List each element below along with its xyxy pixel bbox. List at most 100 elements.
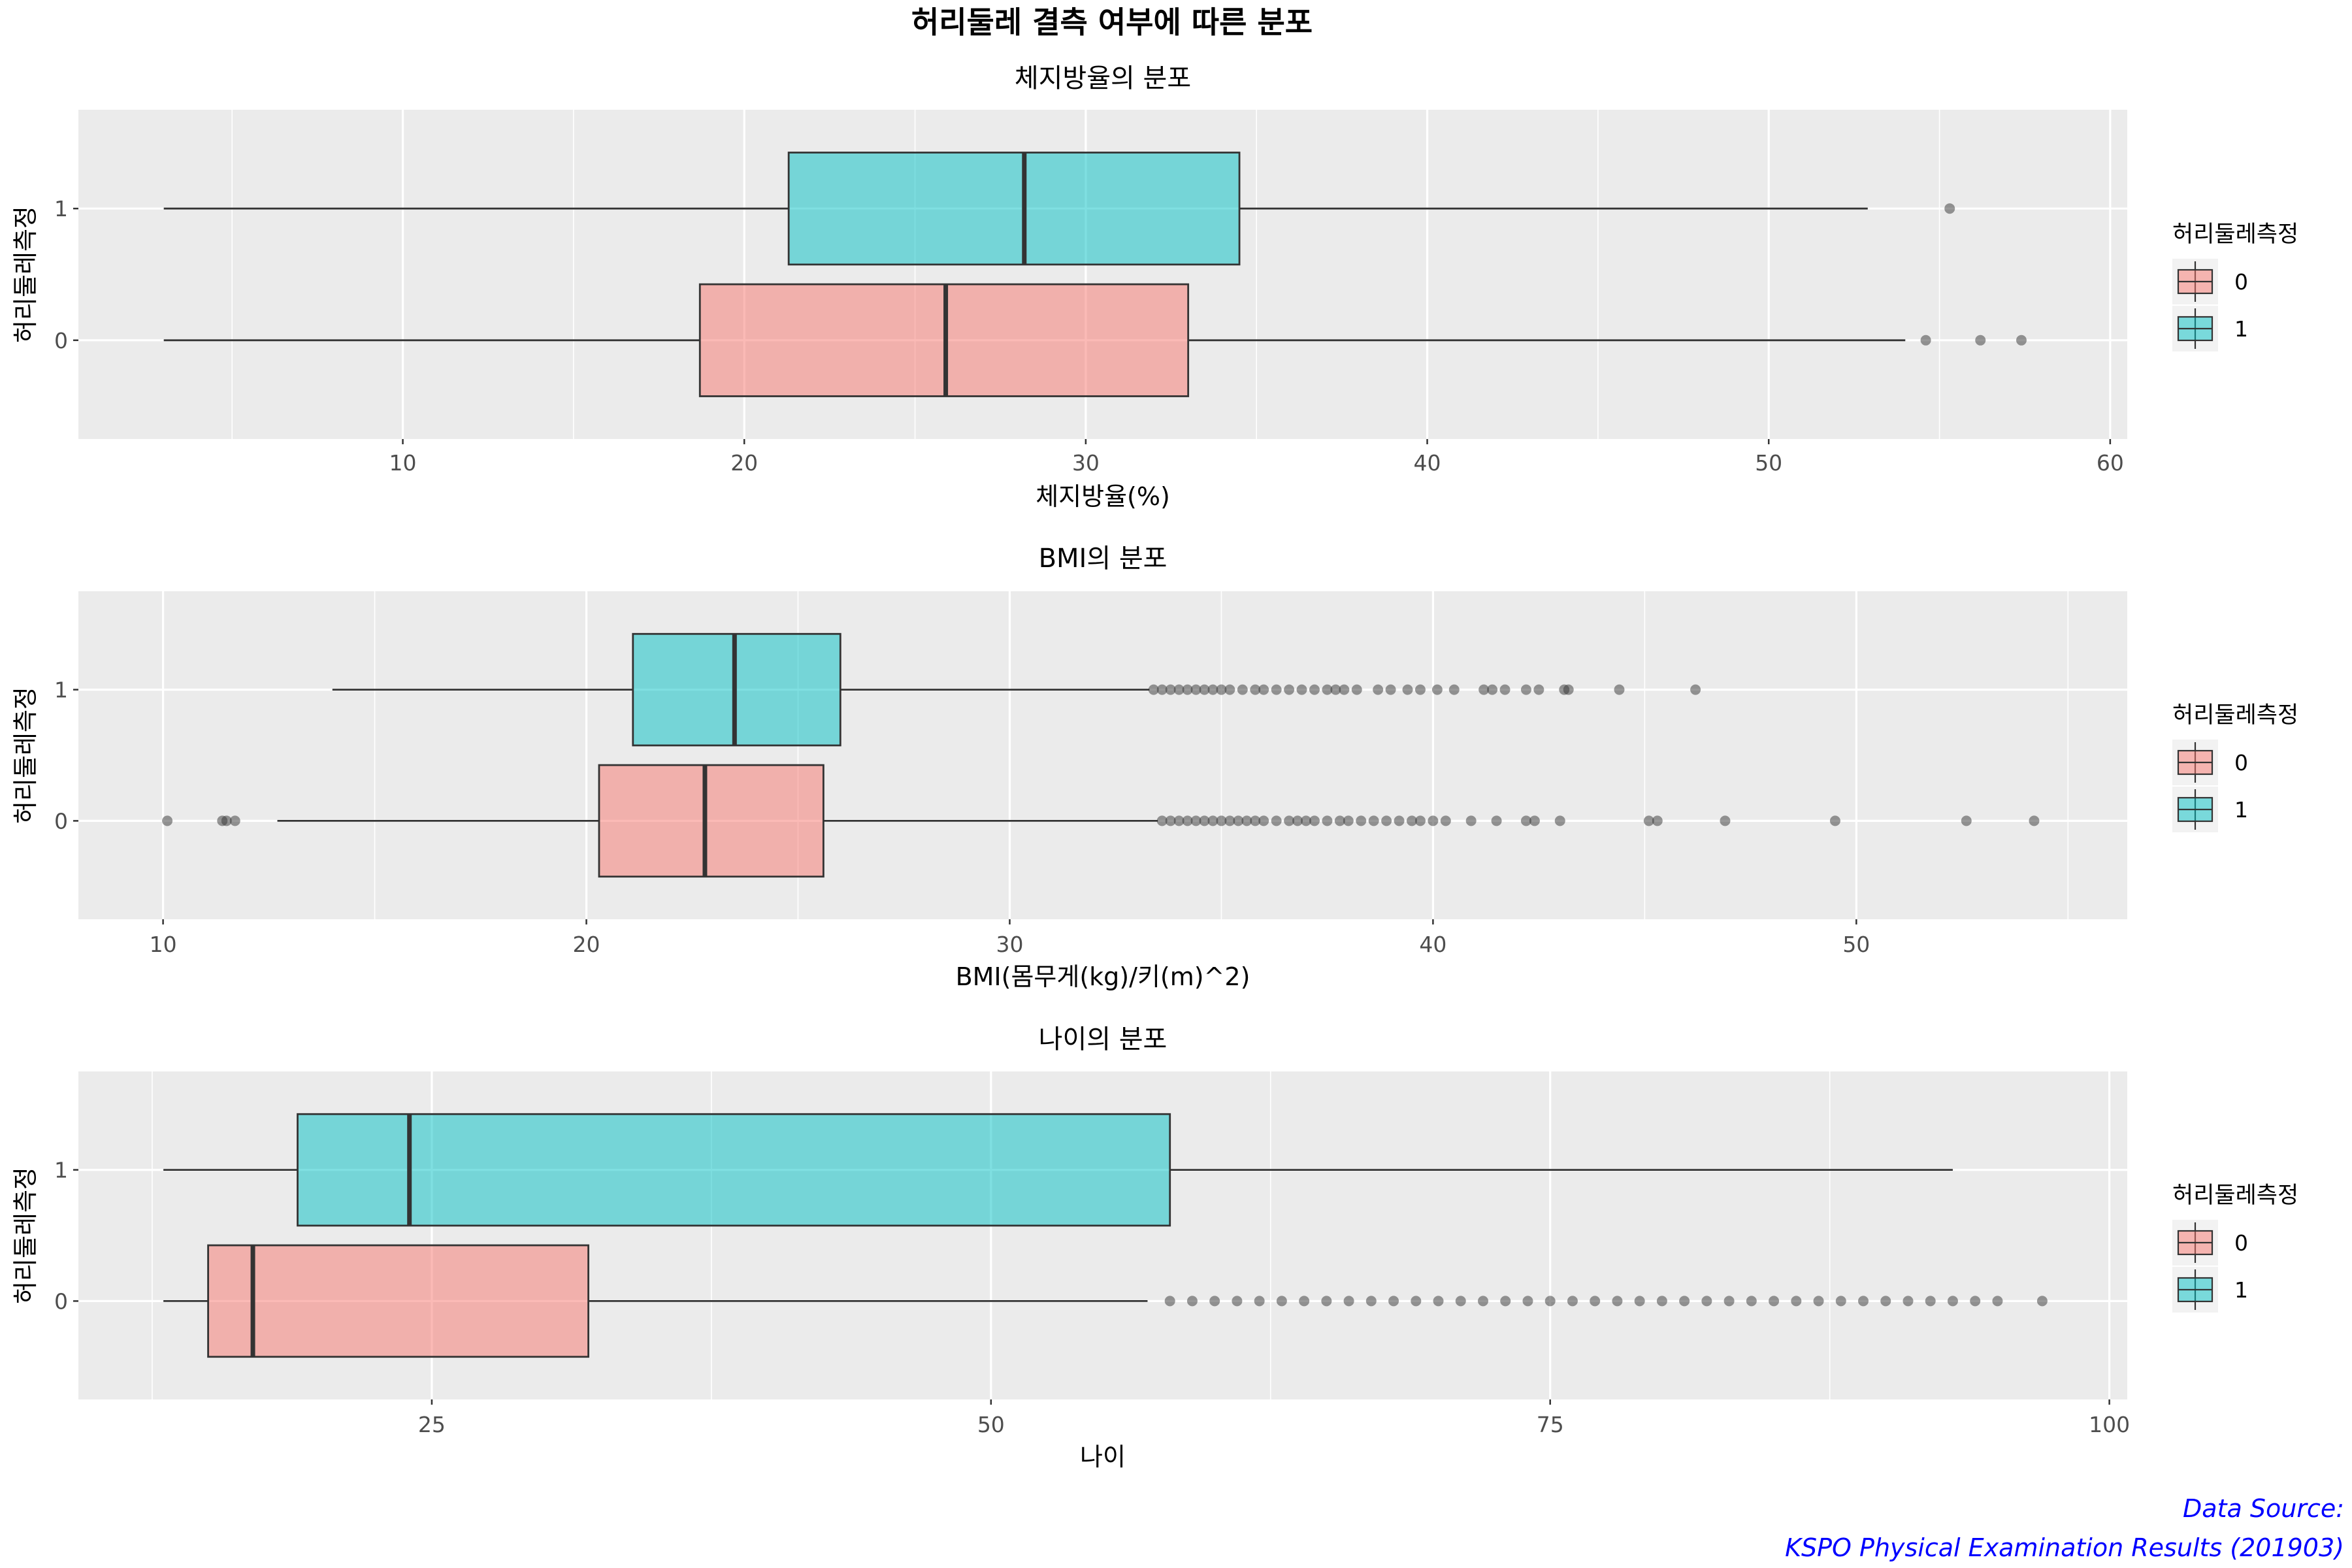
outlier-point xyxy=(162,815,173,826)
outlier-point xyxy=(1322,684,1333,695)
outlier-point xyxy=(1254,1296,1265,1307)
legend-entry-label: 0 xyxy=(2234,1230,2248,1256)
outlier-point xyxy=(1233,815,1244,826)
outlier-point xyxy=(1431,684,1443,695)
outlier-point xyxy=(1544,1296,1556,1307)
legend: 허리둘레측정 0 1 xyxy=(2172,702,2298,832)
panel-subtitle: BMI의 분포 xyxy=(1039,544,1168,574)
outlier-point xyxy=(1250,684,1261,695)
x-tick-label: 30 xyxy=(1072,450,1100,476)
outlier-point xyxy=(1165,815,1176,826)
x-tick-label: 40 xyxy=(1419,932,1446,957)
outlier-point xyxy=(1343,815,1354,826)
outlier-point xyxy=(1209,1296,1220,1307)
outlier-point xyxy=(1813,1296,1824,1307)
x-tick-label: 25 xyxy=(418,1412,446,1437)
outlier-point xyxy=(1455,1296,1466,1307)
x-tick-label: 50 xyxy=(1842,932,1870,957)
box-series-1 xyxy=(163,152,1955,266)
outlier-point xyxy=(1829,815,1840,826)
outlier-point xyxy=(1199,684,1210,695)
outlier-point xyxy=(1992,1296,2003,1307)
outlier-point xyxy=(1190,684,1201,695)
outlier-point xyxy=(1428,815,1439,826)
box-iqr xyxy=(787,152,1241,266)
outlier-point xyxy=(1334,815,1345,826)
outlier-point xyxy=(1925,1296,1936,1307)
outlier-point xyxy=(1258,815,1269,826)
outlier-point xyxy=(221,815,232,826)
box-series-0 xyxy=(162,764,2040,878)
outlier-point xyxy=(1440,815,1451,826)
outlier-point xyxy=(1156,684,1168,695)
outlier-point xyxy=(1381,815,1392,826)
x-tick-label: 40 xyxy=(1414,450,1441,476)
outlier-point xyxy=(1723,1296,1735,1307)
outlier-point xyxy=(1563,684,1574,695)
outlier-point xyxy=(1465,815,1477,826)
x-tick-label: 50 xyxy=(977,1412,1005,1437)
outlier-point xyxy=(1411,1296,1422,1307)
y-axis-title: 허리둘레측정 xyxy=(11,1167,40,1304)
outlier-point xyxy=(1448,684,1460,695)
x-tick-label: 50 xyxy=(1755,450,1782,476)
outlier-point xyxy=(1522,1296,1533,1307)
outlier-point xyxy=(1232,1296,1243,1307)
outlier-point xyxy=(1322,815,1333,826)
legend-entry-label: 1 xyxy=(2234,316,2248,342)
x-axis-title: 체지방율(%) xyxy=(1036,482,1170,511)
outlier-point xyxy=(1258,684,1269,695)
outlier-point xyxy=(1520,684,1531,695)
box-iqr xyxy=(207,1244,589,1358)
outlier-point xyxy=(1478,1296,1489,1307)
outlier-point xyxy=(1309,815,1320,826)
y-tick-label: 1 xyxy=(54,1158,68,1183)
box-series-1 xyxy=(332,632,1701,747)
outlier-point xyxy=(1858,1296,1869,1307)
outlier-point xyxy=(1975,335,1986,346)
box-iqr xyxy=(297,1113,1171,1227)
outlier-point xyxy=(1746,1296,1757,1307)
outlier-point xyxy=(1880,1296,1891,1307)
x-tick-label: 30 xyxy=(996,932,1023,957)
outlier-point xyxy=(1164,1296,1175,1307)
outlier-point xyxy=(1720,815,1731,826)
outlier-point xyxy=(1961,815,1972,826)
outlier-point xyxy=(1330,684,1341,695)
outlier-point xyxy=(229,815,240,826)
panel-subtitle: 체지방율의 분포 xyxy=(1015,63,1191,93)
outlier-point xyxy=(1173,815,1184,826)
outlier-point xyxy=(1276,1296,1287,1307)
outlier-point xyxy=(1373,684,1384,695)
outlier-point xyxy=(1385,684,1396,695)
outlier-point xyxy=(1567,1296,1578,1307)
y-axis-title: 허리둘레측정 xyxy=(11,206,40,343)
outlier-point xyxy=(1634,1296,1645,1307)
outlier-point xyxy=(1414,684,1426,695)
outlier-point xyxy=(1321,1296,1332,1307)
outlier-point xyxy=(1292,815,1303,826)
outlier-point xyxy=(1339,684,1350,695)
legend: 허리둘레측정 0 1 xyxy=(2172,221,2298,351)
outlier-point xyxy=(1271,815,1282,826)
outlier-point xyxy=(1199,815,1210,826)
outlier-point xyxy=(1368,815,1379,826)
outlier-point xyxy=(1173,684,1184,695)
boxplot-panel-2: 나이의 분포 25 50 75 100 0 1 나이 허리둘레측정 허리둘레측정 0 1 xyxy=(11,1024,2298,1471)
outlier-point xyxy=(1365,1296,1377,1307)
outlier-point xyxy=(1533,684,1544,695)
outlier-point xyxy=(1944,203,1955,214)
outlier-point xyxy=(1656,1296,1667,1307)
caption-line-1: Data Source: xyxy=(2183,1494,2344,1523)
outlier-point xyxy=(1296,684,1307,695)
outlier-point xyxy=(1156,815,1168,826)
x-tick-label: 10 xyxy=(150,932,177,957)
legend-entry-label: 0 xyxy=(2234,750,2248,776)
outlier-point xyxy=(1182,815,1193,826)
outlier-point xyxy=(1487,684,1498,695)
y-tick-label: 1 xyxy=(54,678,68,703)
outlier-point xyxy=(1612,1296,1623,1307)
